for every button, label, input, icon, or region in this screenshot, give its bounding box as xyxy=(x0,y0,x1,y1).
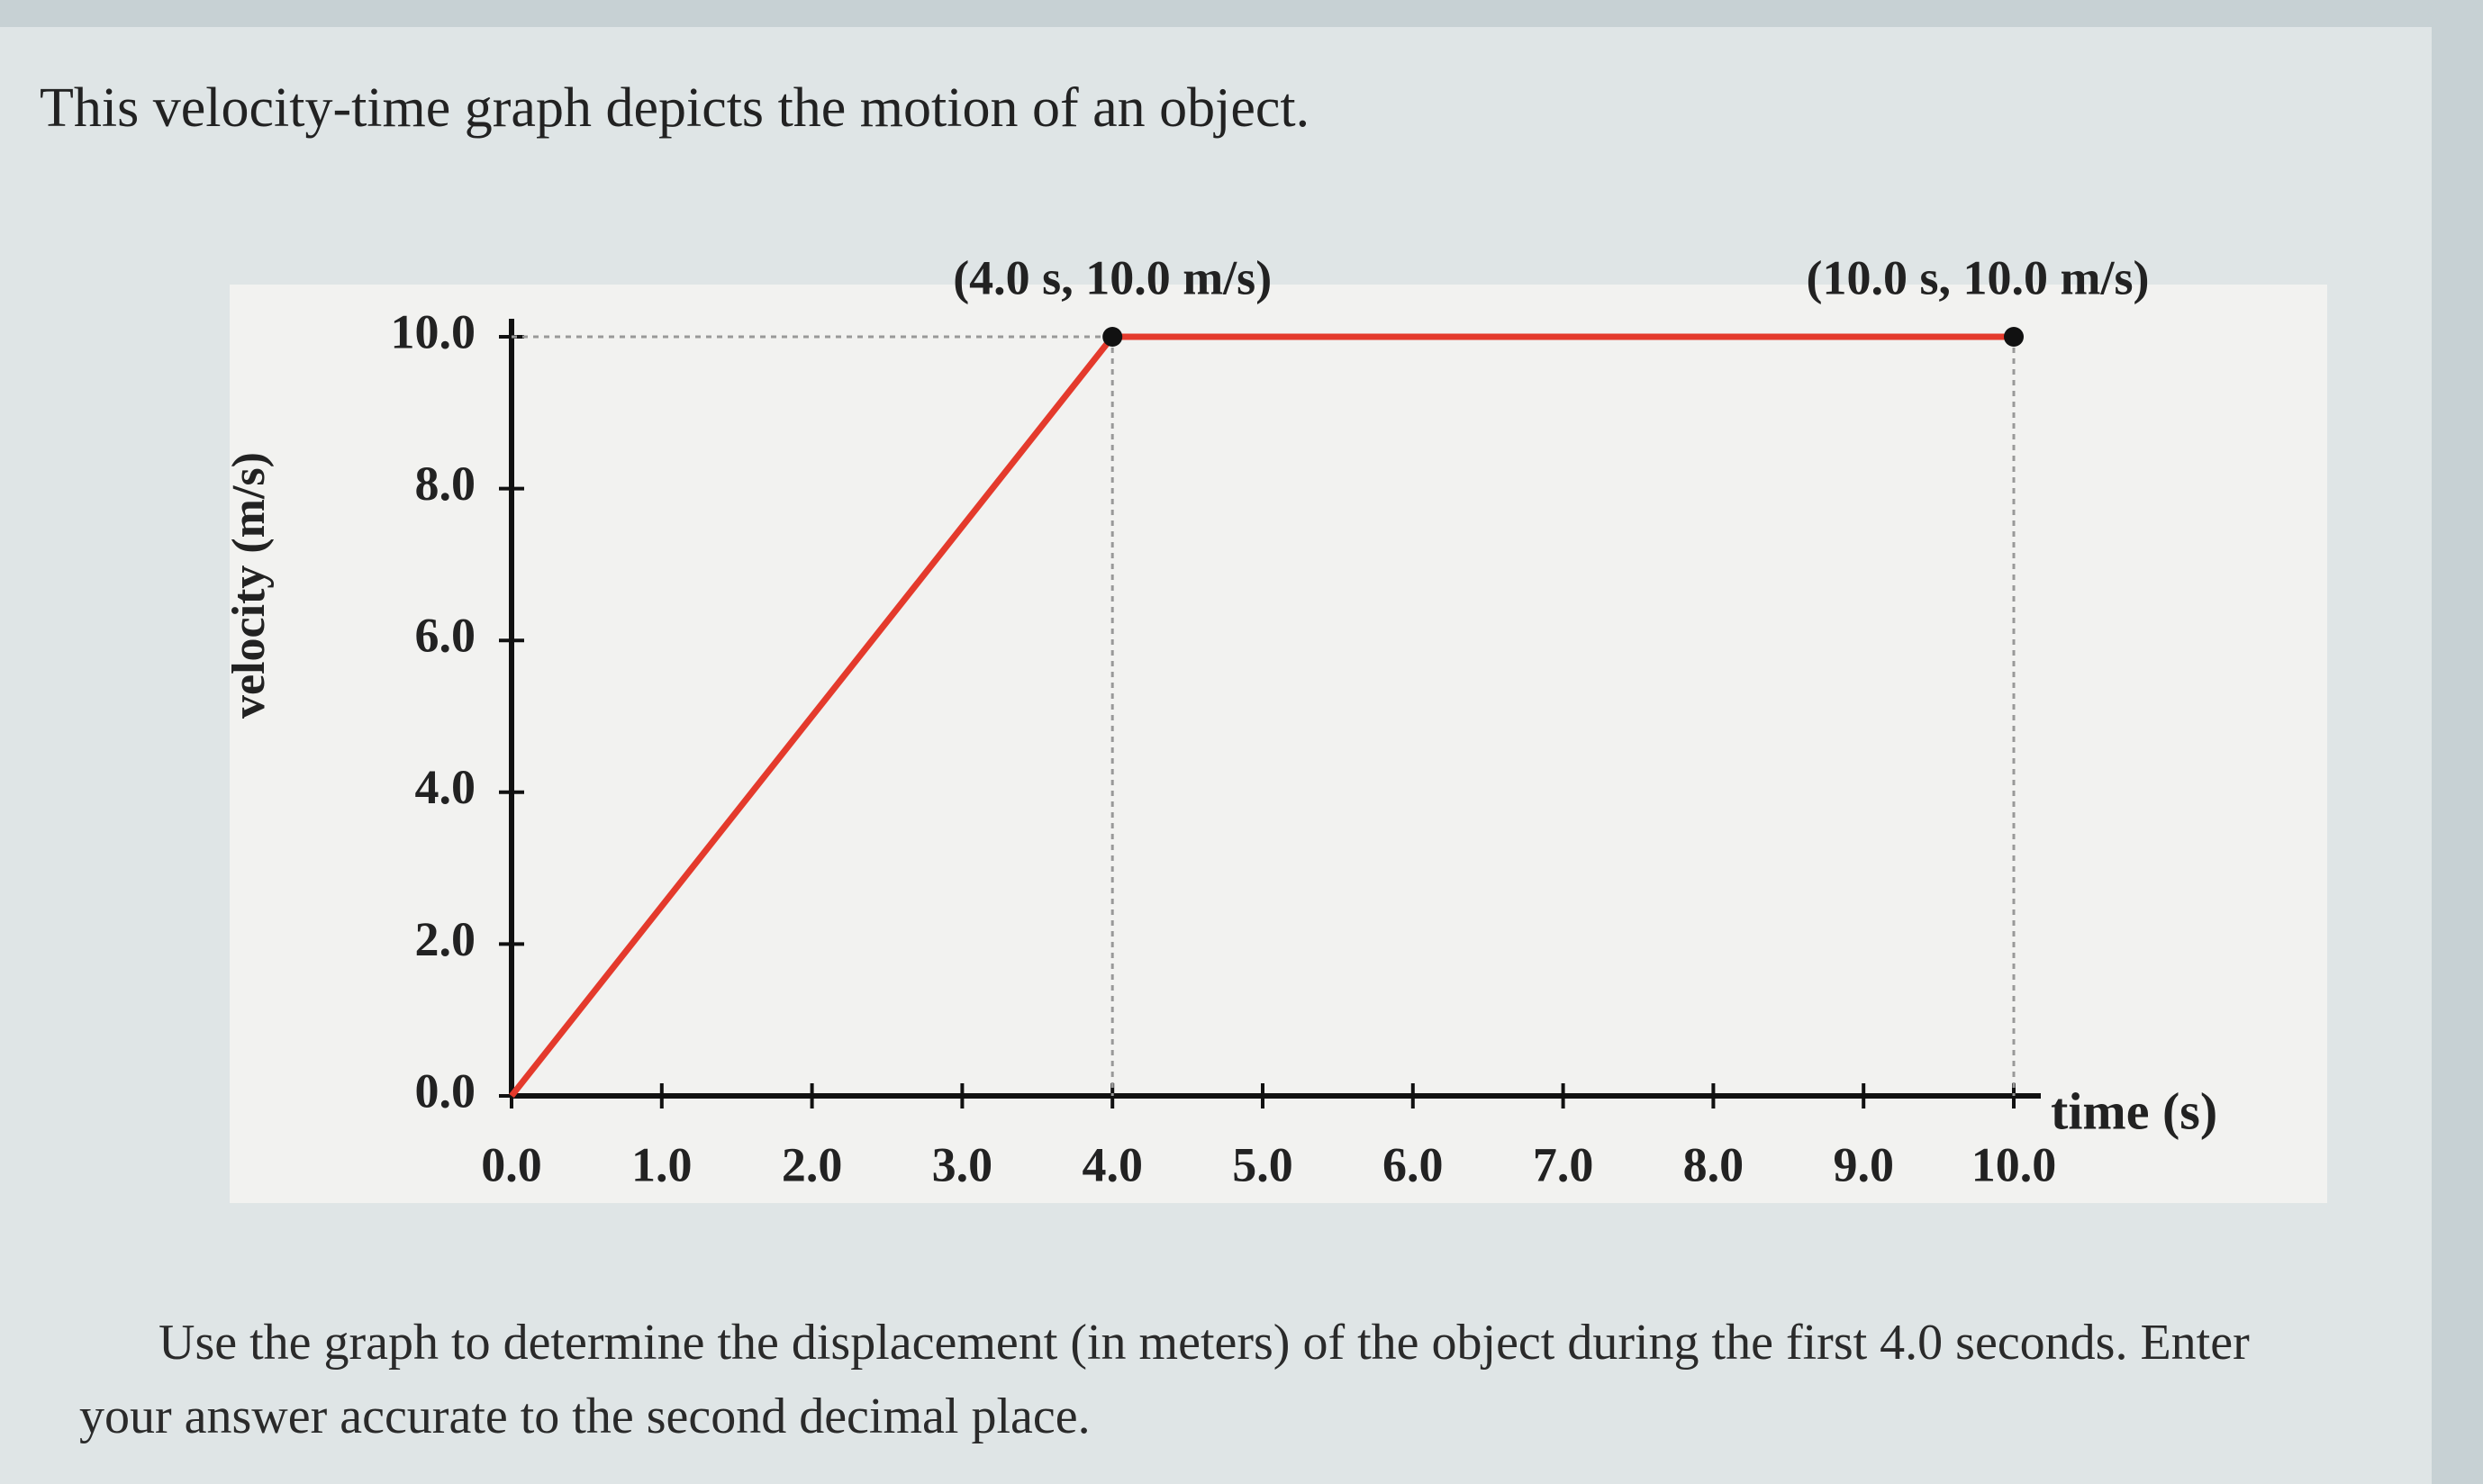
x-tick-label: 10.0 xyxy=(1971,1137,2057,1191)
chart-panel xyxy=(230,285,2327,1203)
x-tick-label: 2.0 xyxy=(782,1137,843,1191)
x-tick-label: 4.0 xyxy=(1082,1137,1143,1191)
y-axis-label: velocity (m/s) xyxy=(223,452,275,719)
x-tick-label: 0.0 xyxy=(481,1137,542,1191)
x-tick-label: 5.0 xyxy=(1232,1137,1293,1191)
annotation: (10.0 s, 10.0 m/s) xyxy=(1807,250,2150,304)
x-tick-label: 7.0 xyxy=(1533,1137,1594,1191)
x-tick-label: 1.0 xyxy=(631,1137,693,1191)
x-tick-label: 6.0 xyxy=(1382,1137,1444,1191)
y-tick-label: 10.0 xyxy=(391,304,476,358)
x-tick-label: 8.0 xyxy=(1683,1137,1744,1191)
point-marker xyxy=(2004,327,2024,347)
x-tick-label: 9.0 xyxy=(1833,1137,1894,1191)
y-tick-label: 4.0 xyxy=(415,760,476,814)
annotation: (4.0 s, 10.0 m/s) xyxy=(953,250,1272,304)
question-text: Use the graph to determine the displacem… xyxy=(79,1315,2250,1444)
intro-text: This velocity-time graph depicts the mot… xyxy=(40,77,1310,139)
y-tick-label: 0.0 xyxy=(415,1063,476,1118)
point-marker xyxy=(1102,327,1123,347)
y-tick-label: 2.0 xyxy=(415,912,476,966)
x-tick-label: 3.0 xyxy=(932,1137,993,1191)
y-tick-label: 8.0 xyxy=(415,457,476,511)
y-tick-label: 6.0 xyxy=(415,609,476,663)
x-axis-label: time (s) xyxy=(2051,1081,2217,1140)
